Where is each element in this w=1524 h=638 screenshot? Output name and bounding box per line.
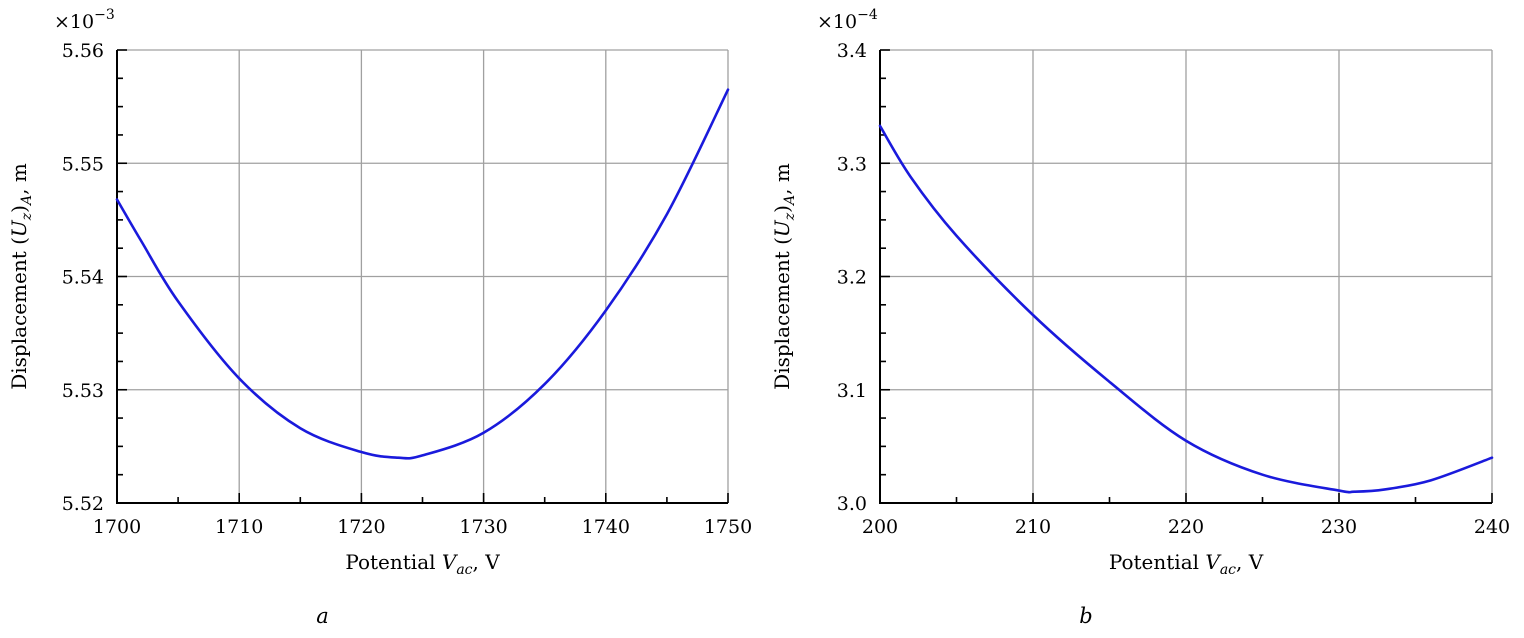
x-tick-label: 1740 [582, 516, 630, 538]
y-tick-label: 3.1 [837, 380, 867, 402]
x-axis-label: Potential Vac, V [345, 550, 500, 578]
x-tick-label: 210 [1015, 516, 1051, 538]
x-tick-label: 1710 [215, 516, 263, 538]
y-axis-label: Displacement (Uz)A, m [7, 163, 35, 390]
x-tick-label: 1720 [337, 516, 385, 538]
x-tick-label: 1730 [459, 516, 507, 538]
x-tick-label: 220 [1168, 516, 1204, 538]
y-multiplier: ×10−3 [54, 7, 115, 33]
y-tick-label: 5.52 [62, 493, 104, 515]
y-tick-label: 3.3 [837, 153, 867, 175]
x-tick-label: 230 [1321, 516, 1357, 538]
x-axis-label: Potential Vac, V [1109, 550, 1264, 578]
series-line [878, 124, 1494, 494]
y-tick-label: 5.56 [62, 40, 104, 62]
x-tick-label: 240 [1474, 516, 1510, 538]
x-tick-label: 1700 [93, 516, 141, 538]
panel-label: a [316, 604, 329, 628]
y-multiplier: ×10−4 [817, 7, 878, 33]
x-tick-label: 200 [862, 516, 898, 538]
y-axis-label: Displacement (Uz)A, m [770, 163, 798, 390]
x-tick-label: 1750 [704, 516, 752, 538]
chart-panel-b: 200 210 220 230 240 3.0 3.1 3.2 3.3 3.4 ×10−4 Poten… [770, 7, 1510, 628]
y-tick-label: 3.0 [837, 493, 867, 515]
y-tick-label: 3.2 [837, 267, 867, 289]
y-tick-label: 5.55 [62, 153, 104, 175]
series-line [115, 88, 730, 460]
y-tick-label: 5.53 [62, 380, 104, 402]
y-tick-label: 3.4 [837, 40, 867, 62]
y-tick-label: 5.54 [62, 267, 104, 289]
chart-panel-a: 1700 1710 1720 1730 1740 1750 5.52 5.53 5.54 5.55… [7, 7, 752, 628]
panel-label: b [1079, 604, 1092, 628]
